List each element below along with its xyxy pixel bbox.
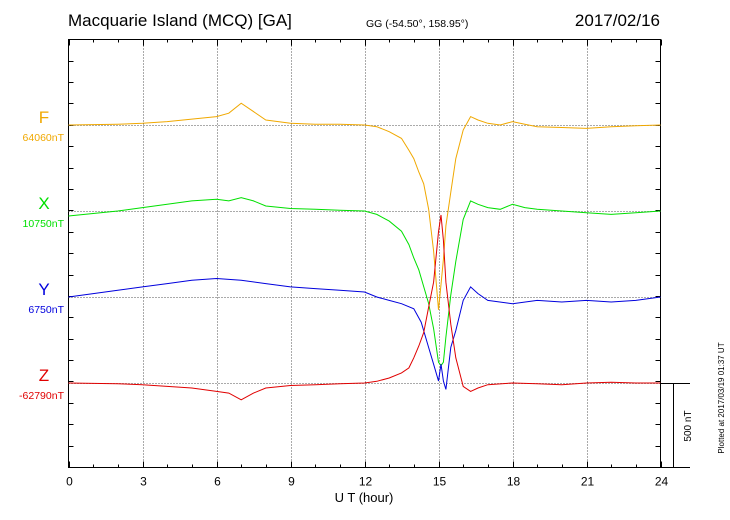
series-line-z <box>68 214 661 401</box>
scale-bar-label: 500 nT <box>683 410 694 441</box>
x-tick-label: 24 <box>655 475 669 489</box>
plot-date: 2017/02/16 <box>575 11 660 30</box>
x-tick-label: 18 <box>507 475 521 489</box>
x-tick-label: 12 <box>359 475 373 489</box>
x-tick-label: 21 <box>581 475 595 489</box>
x-tick-label: 6 <box>214 475 221 489</box>
plotted-timestamp: Plotted at 2017/03/19 01:37 UT <box>717 342 726 453</box>
series-name-y: Y <box>38 280 49 299</box>
series-baseline-label-y: 6750nT <box>28 304 64 316</box>
x-tick-label: 3 <box>140 475 147 489</box>
series-name-f: F <box>39 108 49 127</box>
scale-bar: 500 nT <box>660 383 694 468</box>
tick-marks <box>68 39 662 468</box>
series-baseline-label-x: 10750nT <box>23 218 65 230</box>
series-line-f <box>68 102 661 310</box>
station-title: Macquarie Island (MCQ) [GA] <box>68 11 292 30</box>
x-tick-label: 0 <box>66 475 73 489</box>
x-axis-label: U T (hour) <box>335 490 394 505</box>
x-tick-label: 9 <box>288 475 295 489</box>
series-lines <box>68 102 661 401</box>
series-labels: F 64060nT X 10750nT Y 6750nT Z -62790nT <box>19 108 65 402</box>
series-line-x <box>68 197 661 367</box>
series-baselines <box>68 125 661 384</box>
station-coords: GG (-54.50°, 158.95°) <box>366 18 468 30</box>
x-tick-label: 15 <box>433 475 447 489</box>
series-name-z: Z <box>39 366 49 385</box>
series-baseline-label-z: -62790nT <box>19 390 65 402</box>
series-name-x: X <box>38 194 49 213</box>
series-baseline-label-f: 64060nT <box>23 132 65 144</box>
series-line-y <box>68 277 661 390</box>
grid-lines <box>143 39 588 468</box>
plot-frame <box>68 39 661 468</box>
x-tick-labels: 0 3 6 9 12 15 18 21 24 <box>66 475 668 489</box>
